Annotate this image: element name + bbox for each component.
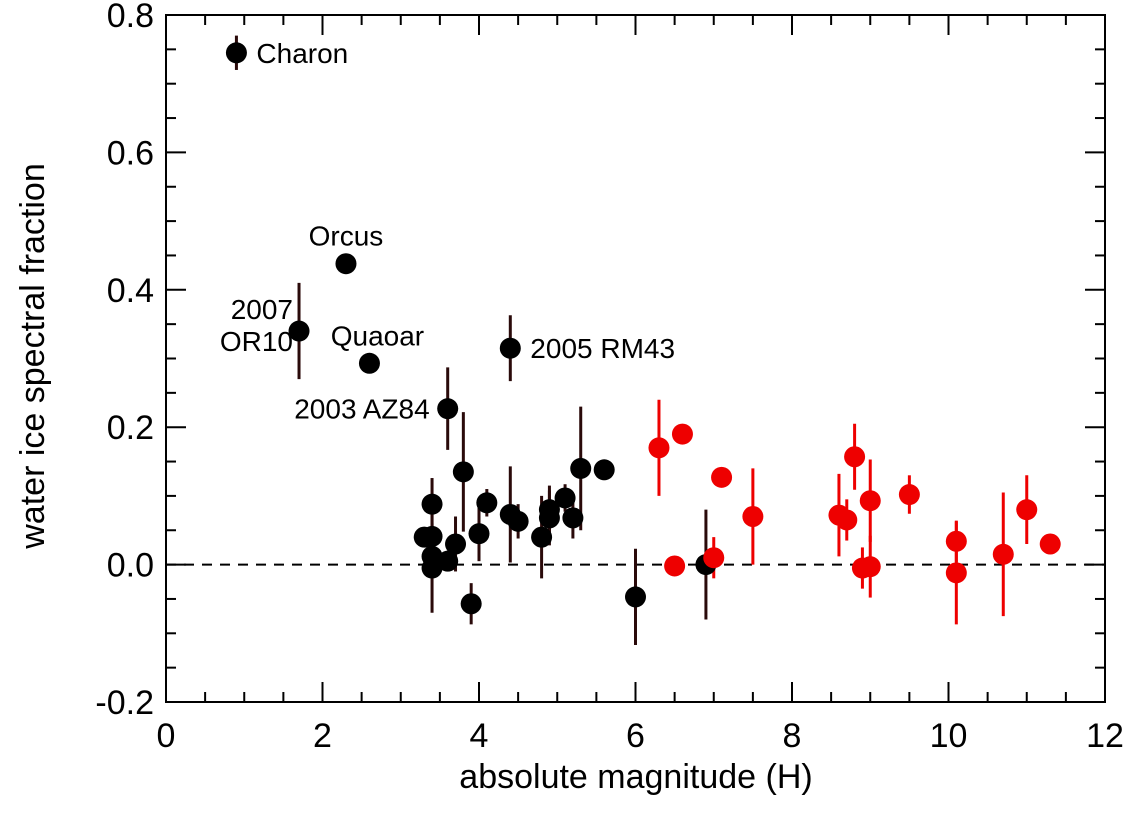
axis-ticks <box>165 14 1106 703</box>
data-point-black <box>507 510 529 532</box>
data-point-black <box>452 461 474 483</box>
x-axis-title: absolute magnitude (H) <box>459 758 812 796</box>
data-point-red <box>703 547 725 569</box>
data-point-black <box>460 593 482 615</box>
data-point-black <box>538 507 560 529</box>
data-point-red <box>711 466 733 488</box>
data-point-black <box>562 507 584 529</box>
data-point-black <box>625 586 646 608</box>
data-point-red <box>1016 499 1038 521</box>
y-axis-title: water ice spectral fraction <box>14 163 52 550</box>
data-point-black <box>499 337 521 359</box>
x-tick-label: 12 <box>1086 717 1124 755</box>
annotation-label: Orcus <box>309 221 384 252</box>
data-point-black <box>476 492 498 514</box>
data-point-black <box>570 457 592 479</box>
data-point-black <box>593 459 615 481</box>
x-tick-label: 4 <box>470 717 489 755</box>
data-point-red <box>859 556 881 578</box>
data-point-red <box>1039 533 1061 555</box>
annotation-label: Quaoar <box>331 320 424 351</box>
y-tick-label: 0.6 <box>107 134 154 172</box>
data-point-black <box>225 42 247 64</box>
axis-tick-labels: 0 2 4 6 8 10 12 -0.2 0.0 0.2 0.4 0.6 0.8 <box>95 0 1124 755</box>
data-point-black <box>421 493 443 515</box>
x-tick-label: 6 <box>626 717 645 755</box>
annotation-label: 2003 AZ84 <box>294 394 429 425</box>
data-point-black <box>554 487 576 509</box>
x-tick-label: 2 <box>313 717 332 755</box>
annotation-label: OR10 <box>220 326 293 357</box>
x-tick-label: 10 <box>930 717 968 755</box>
data-point-black <box>288 320 310 342</box>
data-point-black <box>335 253 357 275</box>
y-tick-label: 0.0 <box>107 547 154 585</box>
x-tick-label: 0 <box>157 717 176 755</box>
data-point-red <box>945 530 967 552</box>
data-point-red <box>844 446 866 468</box>
data-point-black <box>468 523 490 545</box>
data-point-red <box>992 543 1014 565</box>
data-point-red <box>648 437 670 459</box>
data-points <box>225 42 1061 615</box>
data-point-red <box>859 490 881 512</box>
y-tick-label: -0.2 <box>95 684 154 722</box>
annotation-label: 2007 <box>231 294 293 325</box>
data-point-black <box>421 557 443 579</box>
data-point-black <box>421 525 443 547</box>
data-point-red <box>836 509 858 531</box>
data-point-red <box>945 562 967 584</box>
data-point-red <box>742 506 764 528</box>
annotation-label: 2005 RM43 <box>530 333 675 364</box>
annotation-label: Charon <box>256 38 348 69</box>
data-point-black <box>437 550 459 572</box>
y-tick-label: 0.8 <box>107 0 154 35</box>
y-tick-label: 0.2 <box>107 409 154 447</box>
data-point-black <box>437 398 459 420</box>
y-tick-label: 0.4 <box>107 272 154 310</box>
data-point-black <box>531 526 553 548</box>
data-point-black <box>445 533 467 555</box>
data-point-red <box>898 484 920 506</box>
data-point-red <box>664 555 686 577</box>
data-point-red <box>671 423 693 445</box>
x-tick-label: 8 <box>783 717 802 755</box>
data-point-black <box>358 352 380 374</box>
